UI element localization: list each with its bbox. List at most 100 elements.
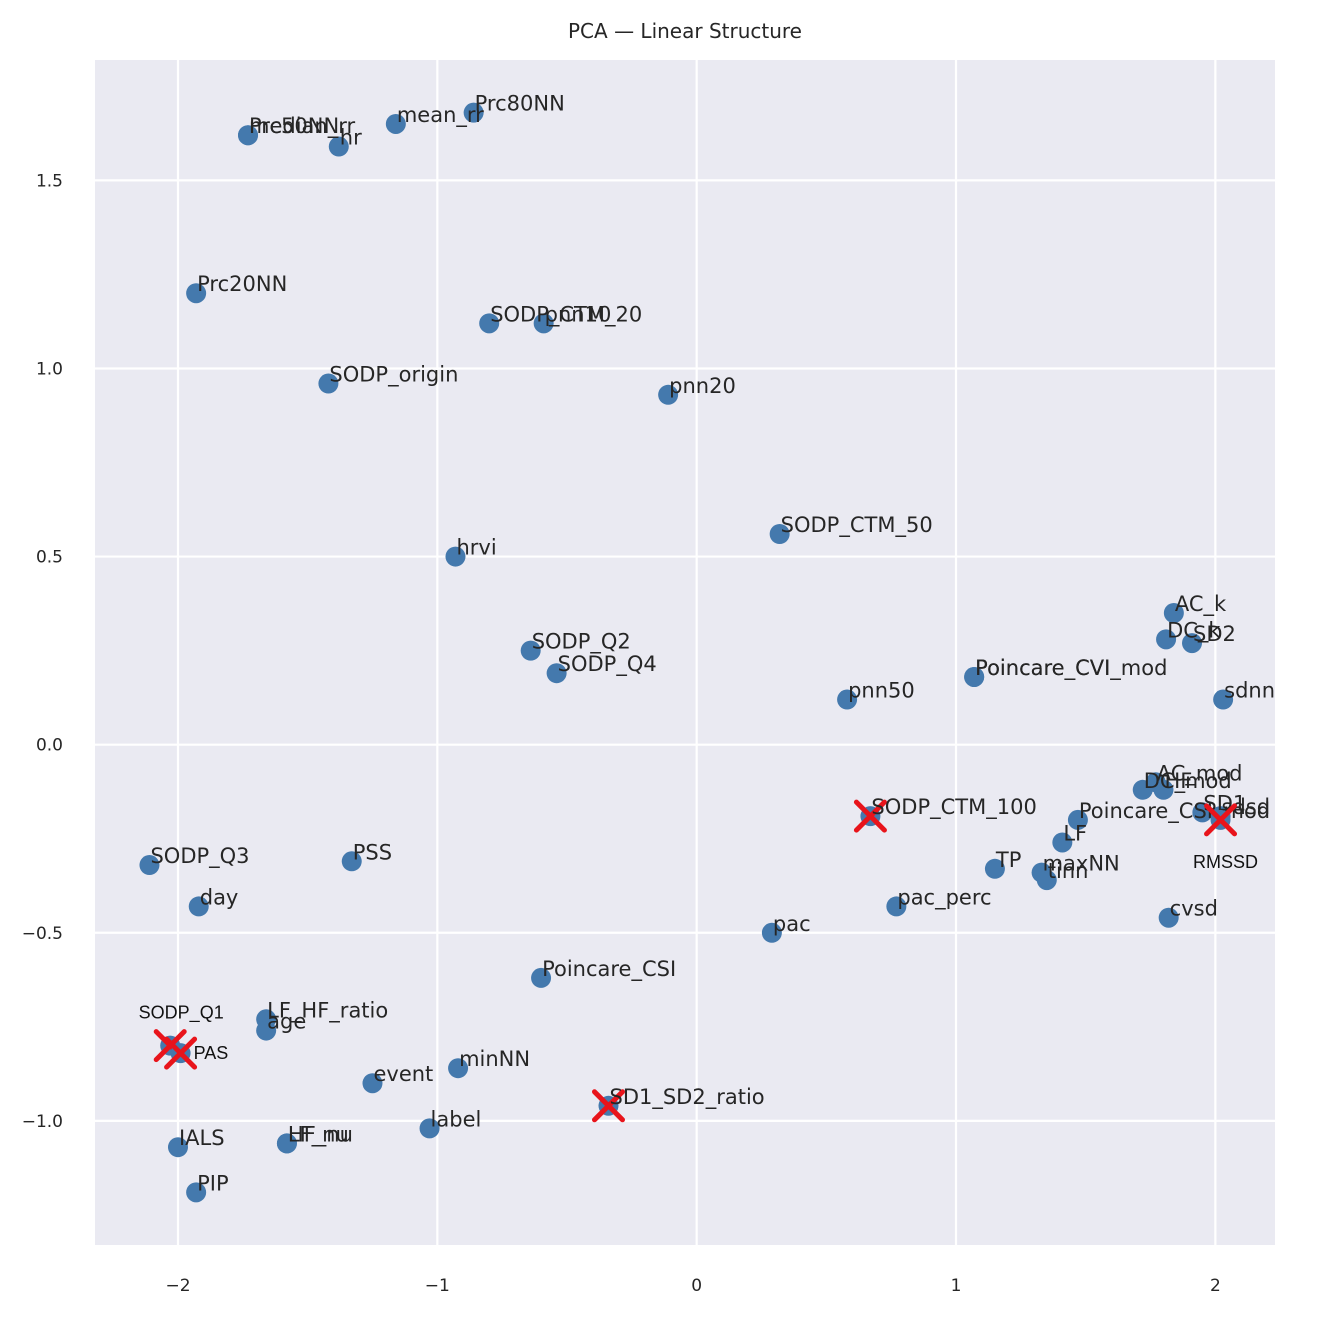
point-sdnn (1213, 689, 1234, 710)
point-label-cvsd: cvsd (1170, 897, 1218, 921)
point-label-maxnn: maxNN (1043, 852, 1120, 876)
x-axis-ticks: −2 −1 0 1 2 (165, 1276, 1220, 1296)
point-label-pss: PSS (353, 840, 392, 864)
point-label-pnn50: pnn50 (848, 679, 915, 703)
highlight-marker-sodp-ctm-100 (853, 799, 887, 833)
highlight-label-pas: PAS (194, 1043, 229, 1063)
point-mean-rr (385, 113, 406, 134)
point-label-ac-k: AC_k (1175, 592, 1227, 617)
point-prc20nn (186, 283, 207, 304)
highlight-label-sodp-ctm-100: SODP_CTM_100 (871, 795, 1036, 820)
point-label-day: day (200, 885, 239, 909)
highlight-label-rmssd: RMSSD (1193, 852, 1258, 872)
x-tick-label: 2 (1210, 1276, 1221, 1296)
point-hr (328, 136, 349, 157)
point-label-sodp-origin: SODP_origin (329, 363, 458, 388)
point-label-age: age (267, 1010, 306, 1034)
point-hf (1153, 779, 1174, 800)
x-tick-label: 0 (691, 1276, 702, 1296)
point-label-tp: TP (995, 848, 1022, 872)
grid-lines (95, 60, 1275, 1245)
point-pnn50 (837, 689, 858, 710)
point-hrvi (445, 546, 466, 567)
point-pip (186, 1182, 207, 1203)
x-tick-label: −2 (165, 1276, 190, 1296)
point-cvsd (1158, 907, 1179, 928)
point-label-event: event (373, 1062, 433, 1086)
point-label-lf: LF (1063, 821, 1087, 845)
point-label (419, 1118, 440, 1139)
point-label-poincare-csi: Poincare_CSI (542, 957, 676, 982)
point-label-prc20nn: Prc20NN (197, 272, 287, 296)
point-label-sdsd: sdsd (1222, 795, 1271, 819)
point-sodp-q2 (520, 640, 541, 661)
point-poincare-cvi (964, 666, 985, 687)
y-tick-label: −1.0 (22, 1112, 63, 1132)
point-label-hr: hr (340, 126, 362, 150)
point-label-label: label (431, 1107, 482, 1131)
point-pss (341, 851, 362, 872)
point-tp (984, 858, 1005, 879)
y-tick-label: 0.0 (36, 736, 63, 756)
plot-area (95, 60, 1275, 1245)
point-label-pnn10: pnn10 (545, 302, 612, 326)
point-label-median-rr: median_rr (249, 114, 355, 139)
point-minnn (448, 1058, 469, 1079)
point-label-dc-k: DC_k (1167, 618, 1221, 643)
point-label-ials: IALS (179, 1126, 225, 1150)
data-points (139, 102, 1234, 1203)
point-label-prc50nn: Prc50NN (249, 114, 339, 138)
point-label-sodp-ctm-50: SODP_CTM_50 (781, 513, 933, 538)
point-sodp-ctm-20 (479, 313, 500, 334)
point-dc-mod (1132, 779, 1153, 800)
point-hf-nu (276, 1133, 297, 1154)
y-tick-label: 1.5 (36, 171, 63, 191)
point-label-sodp-q2: SODP_Q2 (532, 630, 631, 655)
point-label-hf: HF (1164, 769, 1192, 793)
y-tick-label: −0.5 (22, 924, 63, 944)
point-event (362, 1073, 383, 1094)
x-tick-label: −1 (425, 1276, 450, 1296)
point-prc50nn (238, 125, 259, 146)
y-axis-ticks: −1.0 −0.5 0.0 0.5 1.0 1.5 (22, 171, 63, 1131)
point-age (256, 1020, 277, 1041)
point-poincare-csi-mod (1067, 809, 1088, 830)
point-poincare-csi (531, 967, 552, 988)
point-label-lf-nu: LF_nu (288, 1122, 349, 1147)
y-tick-label: 1.0 (36, 359, 63, 379)
point-label-pnn20: pnn20 (669, 374, 736, 398)
highlight-marker-rmssd (1204, 803, 1238, 837)
point-label-sdnn: sdnn (1224, 679, 1275, 703)
point-label-pac: pac (773, 912, 811, 936)
point-sodp-q3 (139, 855, 160, 876)
point-label-prc80nn: Prc80NN (475, 92, 565, 116)
x-tick-label: 1 (951, 1276, 962, 1296)
highlight-label-sodp-q1: SODP_Q1 (139, 1003, 224, 1024)
point-pnn20 (658, 384, 679, 405)
point-label-poincare-csi-mod: Poincare_CSI_mod (1079, 799, 1270, 824)
point-label-dc-mod: DC_mod (1144, 769, 1232, 794)
point-label-minnn: minNN (459, 1047, 530, 1071)
point-label-hrvi: hrvi (456, 536, 496, 560)
point-sodp-ctm-50 (769, 524, 790, 544)
point-label-ac-mod: AC_mod (1157, 761, 1243, 786)
point-label-pac-perc: pac_perc (897, 885, 991, 910)
point-label-tinn: tinn (1048, 859, 1089, 883)
point-ac-k (1163, 603, 1184, 623)
highlighted-points: SODP_CTM_100 SD1_SD2_ratio RMSSD SODP_Q1 PAS (139, 795, 1258, 1123)
point-label-sodp-q3: SODP_Q3 (150, 844, 249, 869)
point-dc-k (1156, 629, 1177, 650)
point-sd2 (1182, 633, 1203, 654)
point-pnn10 (533, 313, 554, 334)
point-pac (761, 922, 782, 943)
point-label-sodp-ctm-20: SODP_CTM_20 (490, 302, 642, 327)
point-tinn (1036, 870, 1057, 891)
point-prc80nn (463, 102, 484, 123)
point-ials (167, 1137, 188, 1158)
point-label-poincare-cvi-mod: Poincare_CVI_mod (975, 656, 1167, 681)
highlight-marker-pas (164, 1036, 198, 1070)
point-label-sd2: SD2 (1193, 622, 1236, 646)
point-pac-perc (886, 896, 907, 917)
